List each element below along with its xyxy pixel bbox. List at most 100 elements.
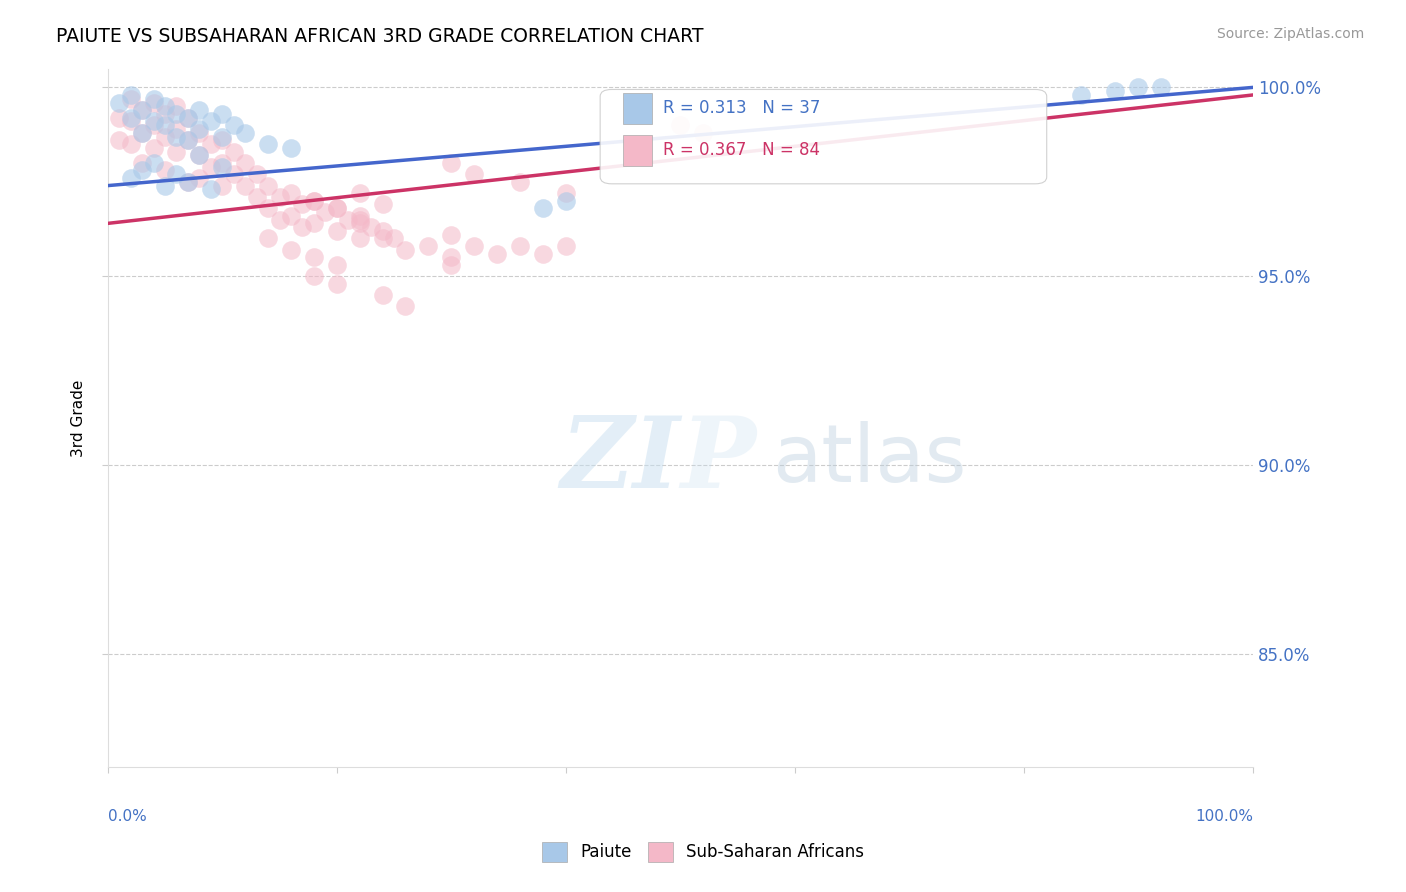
Point	[1150, 80, 1173, 95]
Point	[188, 171, 211, 186]
Point	[142, 95, 165, 110]
Point	[153, 118, 176, 132]
Point	[326, 224, 349, 238]
Point	[177, 111, 200, 125]
Point	[120, 87, 142, 102]
Point	[120, 111, 142, 125]
Point	[349, 231, 371, 245]
Text: 100.0%: 100.0%	[1195, 809, 1253, 824]
Point	[200, 114, 222, 128]
Point	[337, 212, 360, 227]
Point	[302, 216, 325, 230]
Point	[131, 126, 153, 140]
Point	[222, 118, 245, 132]
Bar	[623, 93, 651, 124]
Point	[280, 141, 302, 155]
Point	[349, 216, 371, 230]
Point	[440, 156, 463, 170]
Text: PAIUTE VS SUBSAHARAN AFRICAN 3RD GRADE CORRELATION CHART: PAIUTE VS SUBSAHARAN AFRICAN 3RD GRADE C…	[56, 27, 704, 45]
Point	[188, 103, 211, 117]
Point	[371, 288, 394, 302]
Point	[440, 258, 463, 272]
Point	[211, 160, 233, 174]
Point	[554, 239, 576, 253]
Point	[153, 129, 176, 144]
Point	[371, 231, 394, 245]
Point	[1070, 87, 1092, 102]
Point	[131, 163, 153, 178]
Point	[280, 243, 302, 257]
Text: ZI: ZI	[561, 411, 681, 508]
FancyBboxPatch shape	[600, 89, 1046, 184]
Point	[371, 197, 394, 211]
Point	[349, 209, 371, 223]
Point	[200, 137, 222, 152]
Point	[269, 190, 291, 204]
Point	[120, 92, 142, 106]
Point	[257, 178, 280, 193]
Point	[371, 224, 394, 238]
Y-axis label: 3rd Grade: 3rd Grade	[72, 379, 86, 457]
Point	[142, 114, 165, 128]
Point	[257, 201, 280, 215]
Point	[326, 277, 349, 291]
Point	[222, 145, 245, 159]
Point	[302, 194, 325, 208]
Point	[142, 156, 165, 170]
Point	[142, 141, 165, 155]
Point	[302, 269, 325, 284]
Point	[211, 107, 233, 121]
Point	[382, 231, 405, 245]
Point	[153, 178, 176, 193]
Point	[233, 178, 256, 193]
Text: Source: ZipAtlas.com: Source: ZipAtlas.com	[1216, 27, 1364, 41]
Point	[142, 92, 165, 106]
Point	[177, 175, 200, 189]
Point	[440, 251, 463, 265]
Point	[394, 300, 416, 314]
Point	[246, 190, 269, 204]
Point	[166, 145, 188, 159]
Point	[349, 186, 371, 201]
Point	[326, 201, 349, 215]
Point	[211, 156, 233, 170]
Point	[166, 167, 188, 181]
Point	[246, 167, 269, 181]
Point	[463, 239, 485, 253]
Point	[302, 251, 325, 265]
Point	[166, 129, 188, 144]
Point	[177, 175, 200, 189]
Point	[222, 167, 245, 181]
Point	[131, 156, 153, 170]
Point	[418, 239, 440, 253]
Point	[131, 126, 153, 140]
Point	[188, 126, 211, 140]
Point	[291, 197, 314, 211]
Point	[554, 186, 576, 201]
Point	[166, 107, 188, 121]
Point	[440, 227, 463, 242]
Point	[394, 243, 416, 257]
Point	[120, 137, 142, 152]
Point	[326, 201, 349, 215]
Text: R = 0.367   N = 84: R = 0.367 N = 84	[664, 141, 820, 160]
Point	[120, 114, 142, 128]
Point	[153, 163, 176, 178]
Point	[177, 133, 200, 147]
Point	[509, 175, 531, 189]
Point	[188, 148, 211, 162]
Point	[153, 107, 176, 121]
Point	[120, 171, 142, 186]
Point	[200, 182, 222, 196]
Point	[108, 95, 131, 110]
Point	[486, 246, 509, 260]
Point	[200, 160, 222, 174]
Point	[269, 212, 291, 227]
Point	[211, 178, 233, 193]
Point	[463, 167, 485, 181]
Point	[166, 99, 188, 113]
Text: atlas: atlas	[772, 421, 966, 499]
Point	[280, 209, 302, 223]
Text: R = 0.313   N = 37: R = 0.313 N = 37	[664, 99, 821, 118]
Point	[257, 137, 280, 152]
